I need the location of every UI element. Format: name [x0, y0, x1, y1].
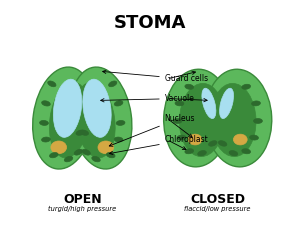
Ellipse shape — [83, 79, 111, 137]
Ellipse shape — [177, 135, 186, 140]
Ellipse shape — [92, 156, 100, 162]
Ellipse shape — [80, 130, 88, 135]
Text: flaccid/low pressure: flaccid/low pressure — [184, 206, 251, 212]
Ellipse shape — [220, 88, 233, 119]
Ellipse shape — [76, 130, 85, 135]
Ellipse shape — [74, 149, 82, 155]
Ellipse shape — [202, 88, 216, 119]
Ellipse shape — [198, 150, 206, 156]
Ellipse shape — [229, 150, 238, 156]
Ellipse shape — [242, 84, 250, 89]
Text: Vacuole: Vacuole — [101, 94, 195, 103]
Ellipse shape — [70, 67, 132, 169]
Ellipse shape — [114, 137, 123, 142]
Ellipse shape — [109, 81, 117, 87]
Ellipse shape — [242, 149, 250, 154]
Ellipse shape — [188, 134, 202, 145]
Text: Guard cells: Guard cells — [103, 70, 208, 84]
Ellipse shape — [53, 79, 82, 137]
Ellipse shape — [51, 141, 67, 154]
Ellipse shape — [106, 153, 115, 158]
Ellipse shape — [179, 83, 225, 157]
Ellipse shape — [185, 84, 194, 89]
Text: OPEN: OPEN — [63, 193, 102, 206]
Ellipse shape — [254, 119, 262, 123]
Ellipse shape — [164, 69, 230, 167]
Ellipse shape — [252, 101, 260, 106]
Ellipse shape — [205, 69, 272, 167]
Ellipse shape — [185, 149, 194, 154]
Ellipse shape — [211, 83, 256, 157]
Text: Nucleus: Nucleus — [109, 114, 195, 146]
Ellipse shape — [233, 134, 247, 145]
Ellipse shape — [208, 141, 217, 146]
Ellipse shape — [98, 141, 114, 154]
Ellipse shape — [175, 101, 184, 106]
Ellipse shape — [75, 82, 115, 158]
Ellipse shape — [114, 101, 123, 106]
Text: Chloroplast: Chloroplast — [110, 135, 208, 155]
Ellipse shape — [82, 149, 90, 155]
Ellipse shape — [40, 120, 48, 125]
Text: turgid/high pressure: turgid/high pressure — [48, 206, 116, 212]
Text: CLOSED: CLOSED — [190, 193, 245, 206]
Ellipse shape — [173, 119, 182, 123]
Ellipse shape — [50, 153, 58, 158]
Ellipse shape — [50, 82, 90, 158]
Ellipse shape — [64, 156, 73, 162]
Ellipse shape — [116, 120, 125, 125]
Ellipse shape — [218, 141, 227, 146]
Text: STOMA: STOMA — [114, 14, 186, 32]
Ellipse shape — [48, 81, 56, 87]
Ellipse shape — [42, 137, 50, 142]
Ellipse shape — [42, 101, 50, 106]
Ellipse shape — [250, 135, 258, 140]
Ellipse shape — [33, 67, 94, 169]
